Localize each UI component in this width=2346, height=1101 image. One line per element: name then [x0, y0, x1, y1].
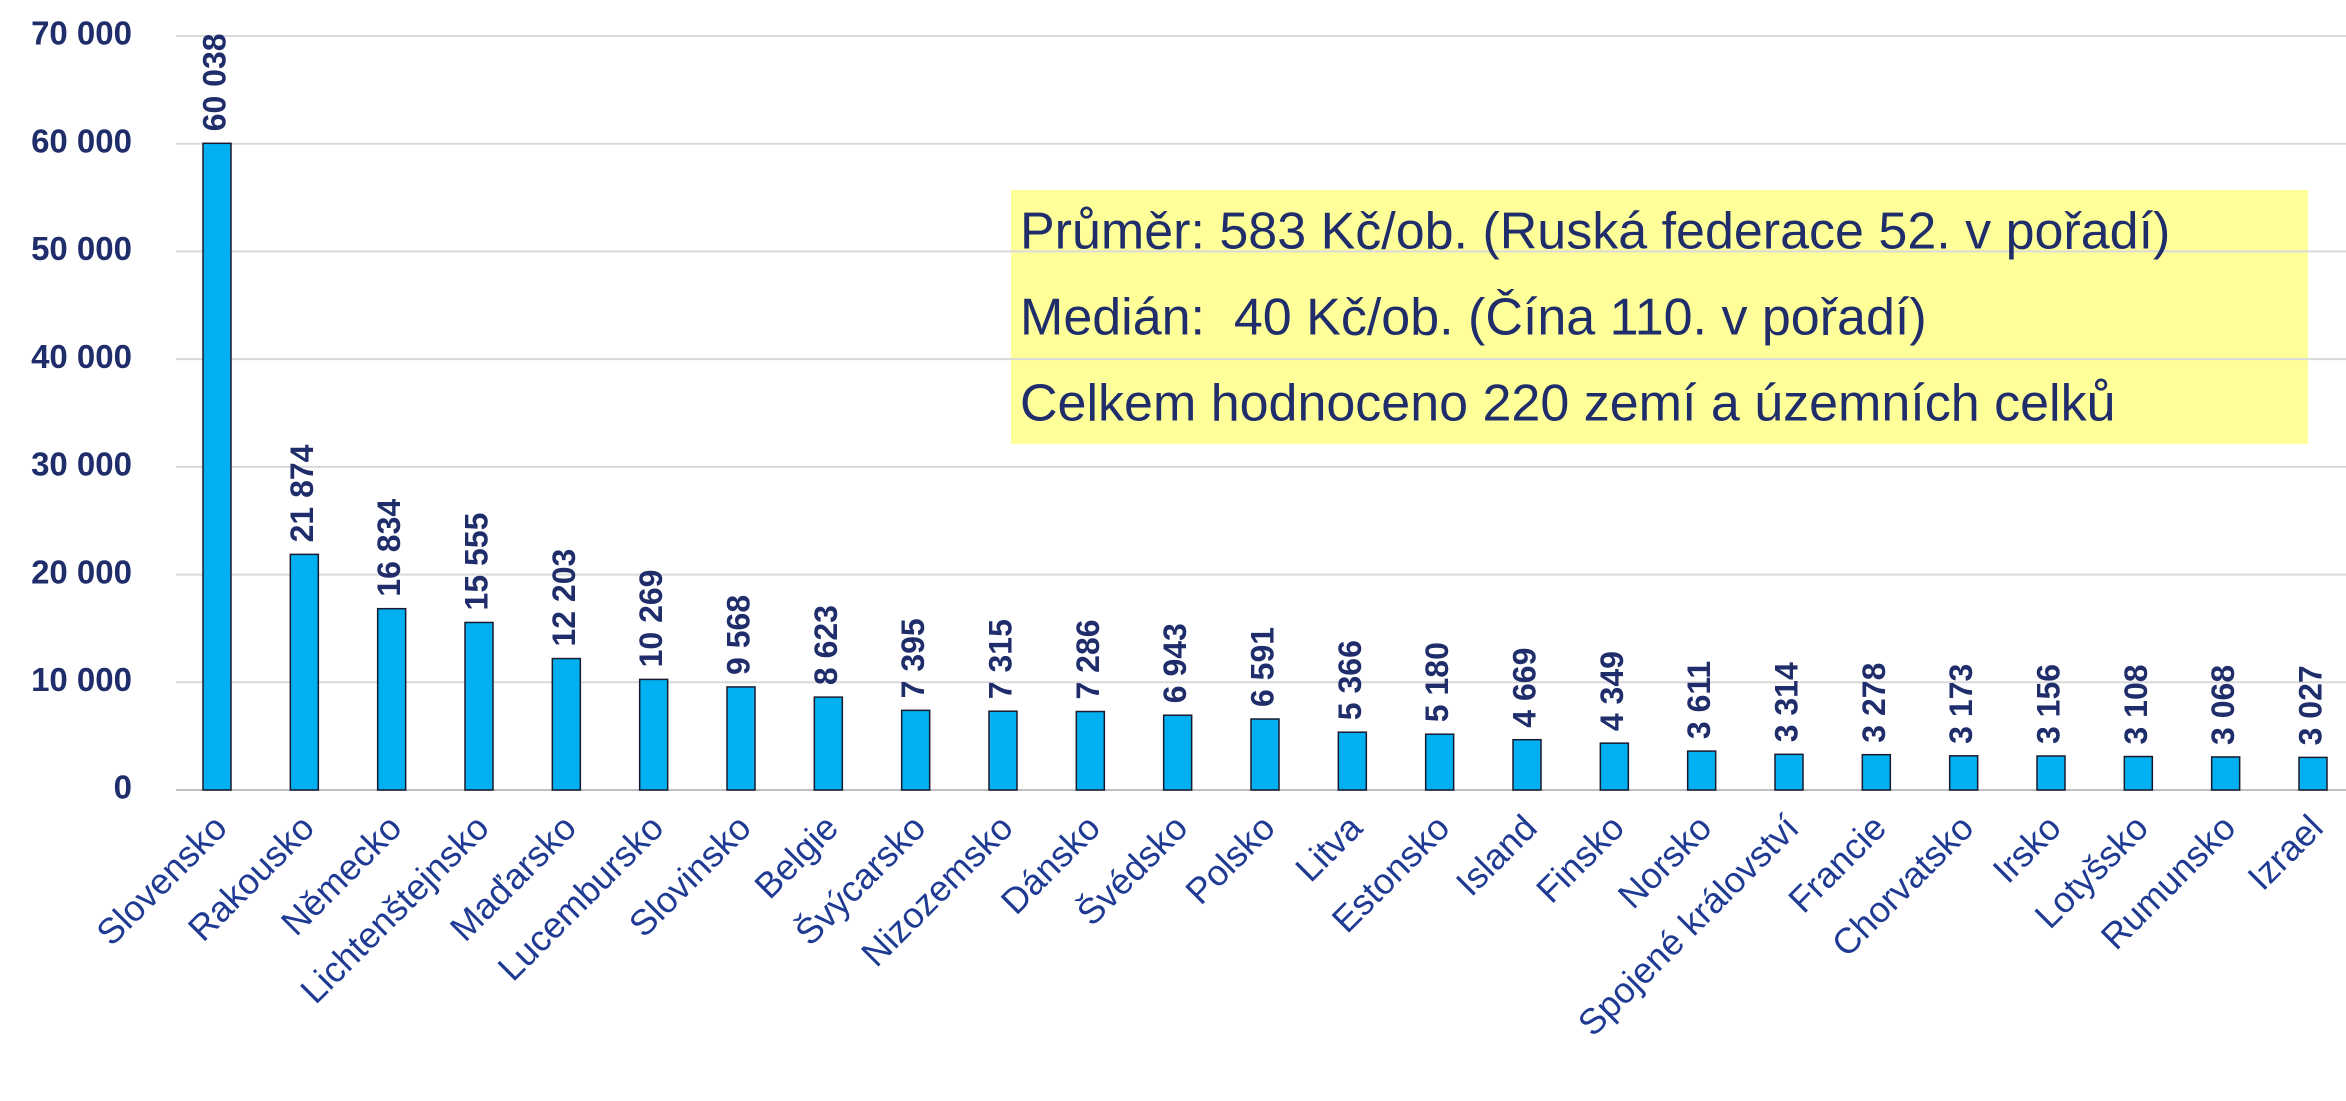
y-tick-label: 60 000: [31, 122, 132, 159]
value-label: 5 180: [1419, 642, 1455, 722]
bar: [1686, 750, 1717, 791]
bar: [1424, 733, 1455, 791]
y-tick-label: 20 000: [31, 553, 132, 590]
value-label: 7 315: [982, 619, 1018, 699]
value-label: 60 038: [196, 33, 232, 131]
bar: [202, 142, 232, 791]
annotation: Průměr: 583 Kč/ob. (Ruská federace 52. v…: [1020, 203, 2170, 261]
value-label: 3 173: [1943, 664, 1979, 744]
value-label: 3 611: [1681, 661, 1717, 739]
value-label: 6 943: [1157, 623, 1193, 703]
x-tick-label: Island: [1448, 807, 1545, 904]
bar: [2123, 755, 2154, 791]
value-label: 12 203: [546, 549, 582, 647]
value-label: 6 591: [1244, 627, 1280, 707]
y-tick-label: 70 000: [31, 15, 132, 52]
y-tick-label: 50 000: [31, 230, 132, 267]
bar: [2036, 755, 2066, 791]
bar: [813, 696, 844, 791]
value-label: 16 834: [371, 499, 407, 597]
bar: [988, 710, 1018, 791]
y-tick-label: 10 000: [31, 661, 132, 698]
value-label: 3 027: [2292, 665, 2328, 745]
bar: [2210, 756, 2241, 791]
value-label: 10 269: [633, 570, 669, 668]
value-label: 3 068: [2205, 665, 2241, 745]
annotation: Celkem hodnoceno 220 zemí a územních cel…: [1020, 375, 2116, 433]
y-tick-label: 0: [114, 769, 132, 806]
bar: [1861, 753, 1892, 791]
value-label: 9 568: [720, 595, 756, 675]
annotation-box: [1011, 190, 2308, 444]
annotation: Medián: 40 Kč/ob. (Čína 110. v pořadí): [1020, 289, 1927, 347]
bar: [289, 553, 320, 791]
value-label: 7 286: [1070, 619, 1106, 699]
value-label: 4 669: [1506, 648, 1542, 728]
value-label: 3 278: [1856, 663, 1892, 743]
value-label: 8 623: [808, 605, 844, 685]
bar: [376, 607, 407, 791]
bar: [638, 678, 669, 791]
bar: [1599, 742, 1630, 791]
bar: [1774, 753, 1804, 791]
value-label: 5 366: [1332, 640, 1368, 720]
x-tick-label: Izrael: [2239, 807, 2330, 898]
value-label: 3 108: [2118, 664, 2154, 744]
value-label: 3 156: [2030, 664, 2066, 744]
bar: [2298, 756, 2328, 791]
bar: [726, 686, 756, 791]
value-label: 7 395: [895, 618, 931, 698]
value-label: 21 874: [284, 444, 320, 542]
value-label: 3 314: [1768, 662, 1804, 742]
bar: [1250, 718, 1280, 791]
value-label: 4 349: [1594, 651, 1630, 731]
bar: [551, 657, 582, 791]
bar: [1948, 755, 1979, 791]
value-label: 15 555: [458, 513, 494, 611]
bar: [1512, 738, 1542, 791]
bar: [464, 621, 494, 791]
bar: [1337, 731, 1368, 791]
bar: [1075, 710, 1106, 791]
x-tick-label: Polsko: [1177, 807, 1282, 912]
y-tick-label: 40 000: [31, 338, 132, 375]
y-tick-label: 30 000: [31, 446, 132, 483]
bar: [900, 709, 931, 791]
bar: [1162, 714, 1193, 791]
